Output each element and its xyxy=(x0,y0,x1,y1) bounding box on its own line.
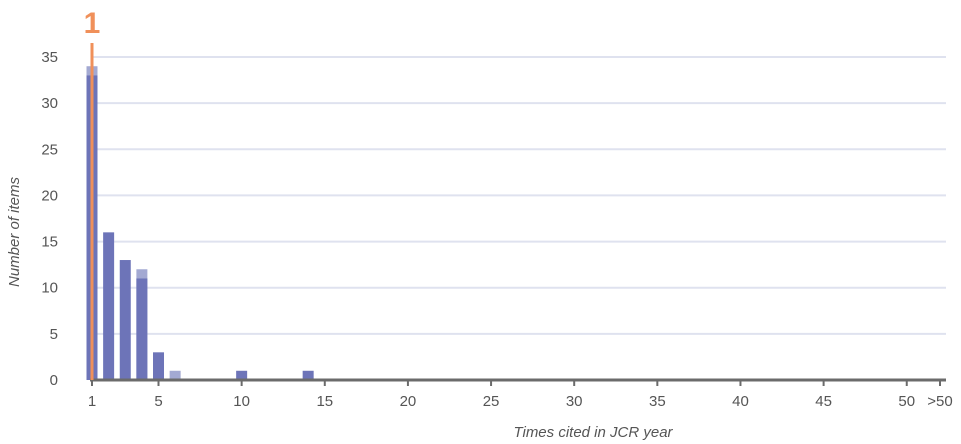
bar xyxy=(153,352,165,380)
x-tick-label: 20 xyxy=(400,393,417,410)
bar xyxy=(302,370,314,380)
marker: 1 xyxy=(84,7,101,380)
x-tick-label: 15 xyxy=(316,393,333,410)
y-tick-label: 20 xyxy=(41,187,58,204)
x-tick-label: 25 xyxy=(483,393,500,410)
bar xyxy=(136,278,148,380)
x-axis-tick-labels: 1 5 10 15 20 25 30 35 40 45 50 >50 xyxy=(88,393,953,410)
x-tick-label: 30 xyxy=(566,393,583,410)
x-tick-label: 45 xyxy=(815,393,832,410)
x-tick-label: 40 xyxy=(732,393,749,410)
y-tick-label: 30 xyxy=(41,95,58,112)
x-axis-title: Times cited in JCR year xyxy=(513,424,673,441)
y-axis-tick-labels: 0 5 10 15 20 25 30 35 xyxy=(41,49,58,389)
x-tick-label: 50 xyxy=(898,393,915,410)
y-tick-label: 35 xyxy=(41,49,58,66)
x-tick-label: 5 xyxy=(154,393,162,410)
marker-label: 1 xyxy=(84,7,101,40)
y-tick-label: 0 xyxy=(50,372,58,389)
y-tick-label: 15 xyxy=(41,234,58,251)
y-tick-label: 10 xyxy=(41,280,58,297)
y-tick-label: 25 xyxy=(41,141,58,158)
bar xyxy=(103,232,115,380)
gridlines xyxy=(92,56,946,335)
x-tick-label: 35 xyxy=(649,393,666,410)
bar xyxy=(236,370,248,380)
y-axis-title: Number of items xyxy=(6,176,23,287)
bar xyxy=(119,260,131,380)
x-axis xyxy=(90,378,946,386)
x-tick-label: 10 xyxy=(233,393,250,410)
y-tick-label: 5 xyxy=(50,326,58,343)
bar xyxy=(169,370,181,380)
x-tick-label: >50 xyxy=(927,393,952,410)
x-tick-label: 1 xyxy=(88,393,96,410)
